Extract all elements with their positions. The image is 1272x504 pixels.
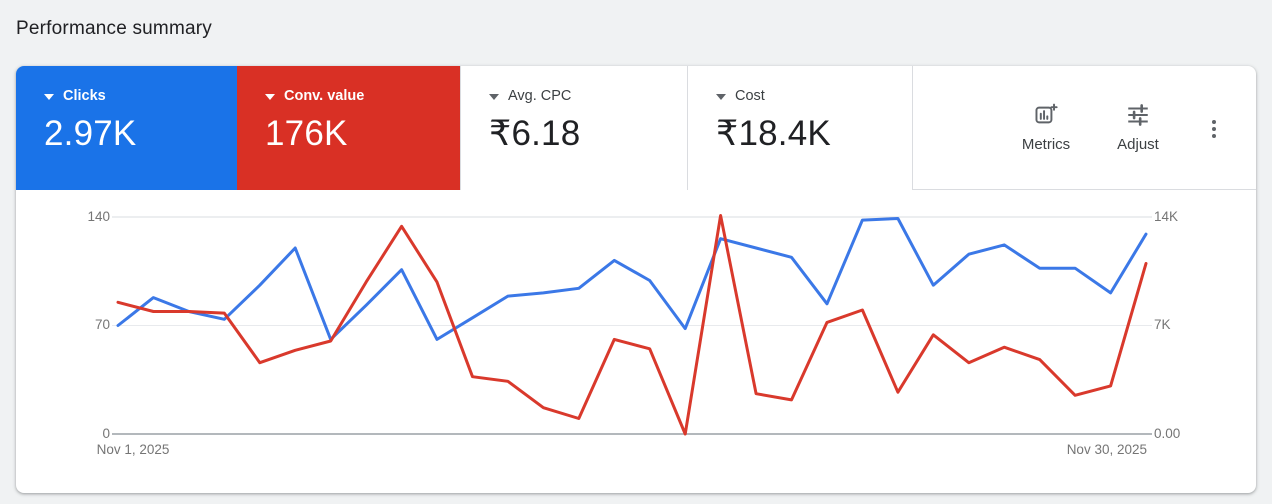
right-axis-tick-14k: 14K	[1154, 209, 1179, 224]
page-title: Performance summary	[16, 18, 212, 39]
adjust-button-label: Adjust	[1117, 136, 1159, 153]
adjust-button[interactable]: Adjust	[1102, 102, 1174, 162]
metric-card-header: Cost	[716, 88, 902, 104]
chevron-down-icon[interactable]	[716, 88, 726, 104]
chevron-down-icon[interactable]	[44, 88, 54, 104]
left-axis-tick-140: 140	[87, 209, 110, 224]
metric-label: Avg. CPC	[508, 88, 572, 104]
kebab-dot	[1212, 134, 1216, 138]
more-options-button[interactable]	[1204, 118, 1224, 140]
x-axis-label-end: Nov 30, 2025	[1066, 442, 1147, 457]
right-axis-tick-0: 0.00	[1154, 426, 1181, 441]
performance-chart[interactable]: 140 70 0 14K 7K 0.00 Nov 1, 2025 Nov 30,…	[16, 190, 1256, 493]
x-axis-label-start: Nov 1, 2025	[96, 442, 170, 457]
metric-value: 2.97K	[44, 114, 137, 153]
metric-value: 176K	[265, 114, 348, 153]
metric-value: ₹18.4K	[716, 114, 831, 153]
metric-card-cost[interactable]: Cost ₹18.4K	[687, 66, 913, 190]
chevron-down-icon[interactable]	[265, 88, 275, 104]
adjust-sliders-icon	[1125, 102, 1151, 131]
metric-card-header: Avg. CPC	[489, 88, 677, 104]
metric-label: Conv. value	[284, 88, 365, 104]
metric-card-clicks[interactable]: Clicks 2.97K	[16, 66, 237, 190]
metric-card-conv-value[interactable]: Conv. value 176K	[237, 66, 460, 190]
metrics-chart-plus-icon	[1033, 102, 1059, 131]
metric-card-avg-cpc[interactable]: Avg. CPC ₹6.18	[460, 66, 687, 190]
metric-label: Clicks	[63, 88, 106, 104]
metric-card-header: Clicks	[44, 88, 227, 104]
kebab-dot	[1212, 120, 1216, 124]
metric-cards-row: Clicks 2.97K Conv. value 176K Avg. CPC ₹…	[16, 66, 1256, 190]
metric-card-header: Conv. value	[265, 88, 450, 104]
metrics-button-label: Metrics	[1021, 136, 1071, 153]
metric-label: Cost	[735, 88, 765, 104]
left-axis-tick-0: 0	[102, 426, 110, 441]
right-axis-tick-7k: 7K	[1154, 317, 1171, 332]
left-axis-tick-70: 70	[94, 317, 110, 332]
metrics-button[interactable]: Metrics	[1010, 102, 1082, 162]
time-series-plot[interactable]	[16, 190, 1256, 493]
performance-summary-panel: Clicks 2.97K Conv. value 176K Avg. CPC ₹…	[16, 66, 1256, 493]
chevron-down-icon[interactable]	[489, 88, 499, 104]
kebab-dot	[1212, 127, 1216, 131]
metric-value: ₹6.18	[489, 114, 581, 153]
